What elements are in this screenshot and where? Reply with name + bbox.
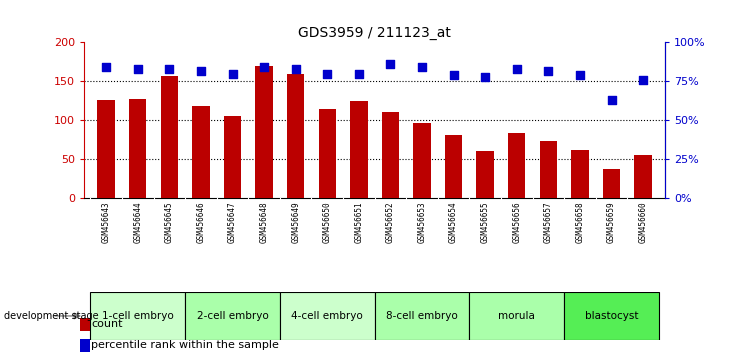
Bar xyxy=(508,133,526,198)
Text: GSM456646: GSM456646 xyxy=(197,201,205,243)
Text: 2-cell embryo: 2-cell embryo xyxy=(197,311,268,321)
Bar xyxy=(185,292,280,340)
Bar xyxy=(539,141,557,198)
Text: development stage: development stage xyxy=(4,311,98,321)
Text: GSM456645: GSM456645 xyxy=(165,201,174,243)
Text: GSM456648: GSM456648 xyxy=(260,201,268,243)
Text: 8-cell embryo: 8-cell embryo xyxy=(386,311,458,321)
Text: GSM456654: GSM456654 xyxy=(449,201,458,243)
Text: GSM456659: GSM456659 xyxy=(607,201,616,243)
Point xyxy=(227,71,238,76)
Point xyxy=(385,62,396,67)
Bar xyxy=(469,292,564,340)
Point xyxy=(289,66,301,72)
Text: 4-cell embryo: 4-cell embryo xyxy=(292,311,363,321)
Text: GSM456652: GSM456652 xyxy=(386,201,395,243)
Text: GSM456644: GSM456644 xyxy=(133,201,143,243)
Bar xyxy=(255,66,273,198)
Text: GSM456643: GSM456643 xyxy=(102,201,110,243)
Text: GSM456653: GSM456653 xyxy=(417,201,426,243)
Bar xyxy=(350,101,368,198)
Bar xyxy=(192,106,210,198)
Bar xyxy=(91,292,185,340)
Text: percentile rank within the sample: percentile rank within the sample xyxy=(91,340,279,350)
Text: count: count xyxy=(91,319,123,329)
Point xyxy=(574,72,586,78)
Point xyxy=(100,64,112,70)
Bar xyxy=(287,74,304,198)
Point xyxy=(511,66,523,72)
Point xyxy=(606,97,618,103)
Bar xyxy=(280,292,374,340)
Bar xyxy=(382,112,399,198)
Text: GSM456651: GSM456651 xyxy=(355,201,363,243)
Point xyxy=(195,68,207,73)
Point xyxy=(480,74,491,80)
Point xyxy=(416,64,428,70)
Text: 1-cell embryo: 1-cell embryo xyxy=(102,311,174,321)
Text: GSM456655: GSM456655 xyxy=(481,201,490,243)
Text: GSM456649: GSM456649 xyxy=(291,201,300,243)
Text: GSM456658: GSM456658 xyxy=(575,201,584,243)
Bar xyxy=(445,135,462,198)
Bar xyxy=(413,124,431,198)
Point xyxy=(258,64,270,70)
Bar xyxy=(603,169,620,198)
Title: GDS3959 / 211123_at: GDS3959 / 211123_at xyxy=(298,26,451,40)
Text: morula: morula xyxy=(499,311,535,321)
Bar xyxy=(224,116,241,198)
Point xyxy=(322,71,333,76)
Point xyxy=(353,71,365,76)
Bar xyxy=(319,109,336,198)
Bar xyxy=(129,98,146,198)
Point xyxy=(542,68,554,73)
Point xyxy=(132,66,143,72)
Bar xyxy=(161,76,178,198)
Point xyxy=(448,72,460,78)
Bar xyxy=(97,100,115,198)
Bar xyxy=(564,292,659,340)
Text: GSM456657: GSM456657 xyxy=(544,201,553,243)
Bar xyxy=(374,292,469,340)
Text: GSM456650: GSM456650 xyxy=(323,201,332,243)
Point xyxy=(164,66,175,72)
Point xyxy=(637,77,649,83)
Text: blastocyst: blastocyst xyxy=(585,311,638,321)
Text: GSM456656: GSM456656 xyxy=(512,201,521,243)
Bar xyxy=(635,155,652,198)
Text: GSM456660: GSM456660 xyxy=(639,201,648,243)
Bar xyxy=(477,151,494,198)
Bar xyxy=(571,150,588,198)
Text: GSM456647: GSM456647 xyxy=(228,201,237,243)
